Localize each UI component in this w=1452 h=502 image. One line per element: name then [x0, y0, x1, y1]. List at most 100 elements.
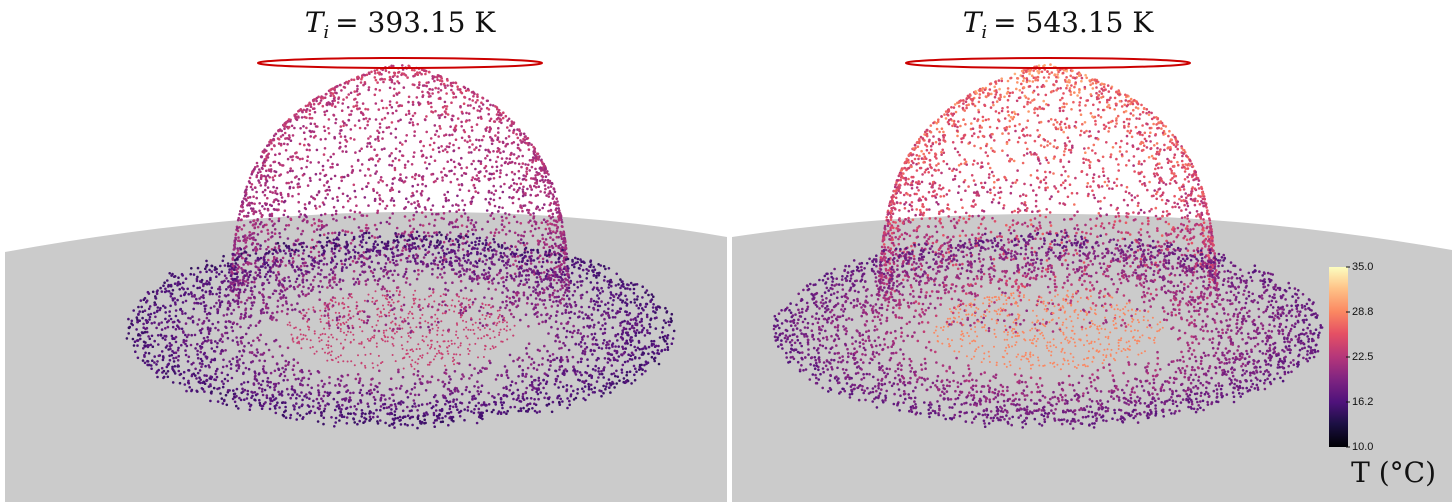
particle — [503, 264, 506, 267]
particle — [590, 298, 593, 301]
particle — [261, 293, 264, 296]
particle — [545, 392, 548, 395]
particle — [354, 251, 357, 254]
particle — [357, 403, 360, 406]
particle — [421, 91, 424, 94]
particle — [221, 270, 224, 273]
particle — [547, 232, 550, 235]
particle — [444, 110, 447, 113]
particle — [576, 370, 579, 373]
particle — [498, 141, 501, 144]
particle — [498, 120, 501, 123]
particle — [443, 266, 446, 269]
particle — [517, 255, 520, 258]
particle — [245, 189, 248, 192]
particle — [469, 104, 472, 107]
particle — [513, 173, 516, 176]
particle — [174, 301, 177, 304]
particle — [210, 361, 213, 364]
particle — [637, 315, 640, 318]
particle — [163, 281, 166, 284]
particle — [126, 337, 129, 340]
particle — [302, 125, 305, 128]
particle — [518, 365, 521, 368]
particle — [449, 393, 452, 396]
particle — [232, 258, 235, 261]
particle — [260, 405, 263, 408]
particle — [633, 298, 636, 301]
particle — [324, 147, 327, 150]
particle — [377, 283, 380, 286]
particle — [611, 304, 614, 307]
particle — [245, 251, 248, 254]
particle — [526, 302, 529, 305]
particle — [265, 170, 268, 173]
particle — [519, 319, 522, 322]
particle — [437, 321, 440, 324]
particle — [465, 112, 468, 115]
particle — [328, 376, 331, 379]
particle — [396, 254, 399, 257]
particle — [517, 210, 520, 213]
particle — [351, 232, 354, 235]
particle — [497, 138, 500, 141]
particle — [156, 292, 159, 295]
particle — [644, 334, 647, 337]
particle — [385, 255, 388, 258]
particle — [442, 381, 445, 384]
particle — [534, 304, 537, 307]
particle — [244, 312, 247, 315]
particle — [459, 270, 462, 273]
particle — [414, 207, 417, 210]
particle — [417, 269, 420, 272]
particle — [478, 310, 481, 313]
particle — [324, 130, 327, 133]
particle — [369, 157, 372, 160]
particle — [382, 285, 385, 288]
particle — [367, 89, 370, 92]
particle — [374, 236, 377, 239]
particle — [287, 216, 290, 219]
particle — [223, 314, 226, 317]
particle — [304, 262, 307, 265]
particle — [328, 324, 331, 327]
particle — [153, 301, 156, 304]
particle — [270, 270, 273, 273]
particle — [381, 148, 384, 151]
particle — [356, 305, 359, 308]
particle — [196, 390, 199, 393]
particle — [259, 212, 262, 215]
particle — [421, 403, 424, 406]
particle — [443, 134, 446, 137]
particle — [374, 224, 377, 227]
particle — [142, 359, 145, 362]
particle — [559, 398, 562, 401]
particle — [251, 243, 254, 246]
particle — [326, 110, 329, 113]
particle — [412, 416, 415, 419]
particle — [373, 329, 376, 332]
particle — [568, 349, 571, 352]
particle — [452, 400, 455, 403]
particle — [279, 236, 282, 239]
particle — [421, 183, 424, 186]
particle — [434, 219, 437, 222]
particle — [511, 303, 514, 306]
particle — [295, 249, 298, 252]
particle — [327, 127, 330, 130]
particle — [245, 239, 248, 242]
particle — [412, 124, 415, 127]
particle — [267, 209, 270, 212]
particle — [463, 86, 466, 89]
particle — [502, 117, 505, 120]
particle — [475, 146, 478, 149]
particle — [570, 304, 573, 307]
particle — [546, 313, 549, 316]
particle — [341, 109, 344, 112]
particle — [233, 244, 236, 247]
particle — [460, 157, 463, 160]
particle — [331, 163, 334, 166]
particle — [537, 156, 540, 159]
particle — [330, 268, 333, 271]
particle — [323, 383, 326, 386]
